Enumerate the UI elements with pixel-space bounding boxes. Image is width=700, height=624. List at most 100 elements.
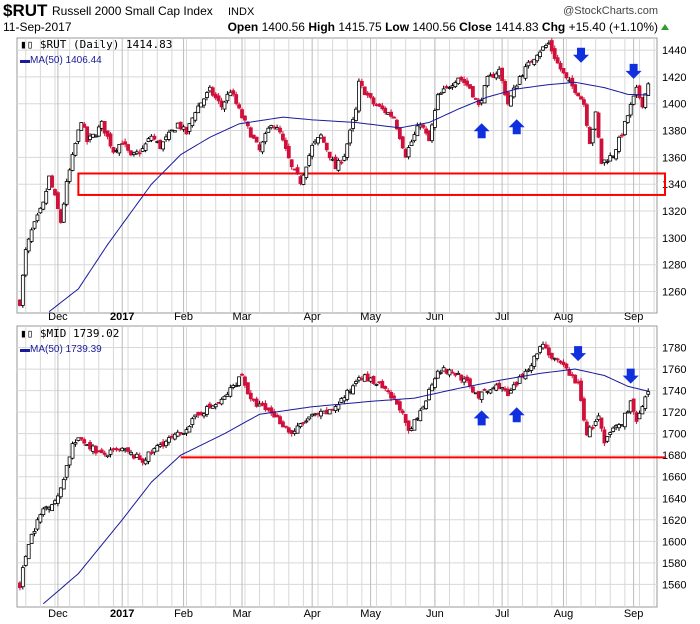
candle-up: [143, 459, 148, 465]
candle-down: [263, 403, 268, 410]
candle-up: [202, 98, 206, 106]
x-tick-label: Sep: [624, 608, 644, 620]
candle-up: [190, 418, 195, 425]
y-tick-label: 1440: [662, 45, 686, 57]
candle-down: [620, 134, 624, 137]
candle-up: [64, 181, 69, 205]
arrow-down-icon: [625, 63, 642, 79]
candle-up: [301, 174, 306, 185]
candle-up: [172, 130, 177, 133]
candle-up: [70, 443, 75, 459]
candle-up: [646, 83, 651, 96]
y-tick-label: 1560: [662, 579, 686, 591]
candle-up: [614, 149, 618, 160]
y-tick-label: 1340: [662, 179, 686, 191]
candle-up: [435, 94, 440, 111]
candle-down: [459, 374, 464, 381]
x-tick-label: Dec: [48, 608, 68, 620]
up-triangle-icon: [661, 24, 669, 30]
candle-down: [450, 371, 455, 374]
candle-up: [213, 404, 218, 408]
candle-down: [278, 416, 282, 425]
candle-down: [371, 375, 376, 384]
candle-down: [582, 398, 586, 421]
candle-down: [599, 138, 604, 164]
candle-up: [479, 391, 484, 401]
candle-up: [605, 161, 610, 163]
candle-up: [538, 51, 543, 58]
candle-up: [640, 406, 645, 415]
candle-down: [137, 152, 142, 155]
close-label: Close: [459, 20, 492, 34]
x-tick-label: Jun: [426, 608, 444, 620]
candle-up: [438, 372, 443, 374]
candle-down: [406, 420, 411, 431]
candle-down: [596, 112, 601, 138]
candle-up: [316, 137, 320, 144]
candle-up: [222, 395, 227, 400]
candle-up: [406, 147, 411, 158]
candle-up: [508, 95, 513, 107]
x-tick-label: Jul: [495, 608, 509, 620]
y-tick-label: 1660: [662, 472, 686, 484]
arrow-up-icon: [508, 119, 525, 135]
candle-up: [73, 442, 78, 445]
rut-ma-legend: ▬MA(50) 1406.44: [20, 55, 102, 66]
candle-down: [400, 410, 405, 414]
candle-down: [362, 86, 367, 96]
candle-up: [523, 66, 528, 79]
candle-up: [67, 169, 72, 182]
y-tick-label: 1620: [662, 515, 686, 527]
candle-down: [50, 175, 54, 188]
x-tick-label: Apr: [304, 608, 321, 620]
candle-down: [123, 141, 128, 145]
candle-down: [94, 445, 98, 454]
candle-down: [564, 363, 569, 369]
candle-down: [637, 85, 642, 99]
mid-ma-legend: ▬MA(50) 1739.39: [20, 344, 102, 355]
candle-up: [222, 101, 227, 110]
candle-down: [380, 380, 385, 389]
x-tick-label: May: [360, 608, 381, 620]
open-label: Open: [228, 20, 259, 34]
candle-up: [456, 77, 461, 85]
candle-up: [64, 465, 69, 478]
y-tick-label: 1400: [662, 99, 686, 111]
candle-up: [544, 45, 548, 48]
candle-up: [345, 389, 350, 400]
candle-down: [549, 352, 554, 359]
candle-down: [254, 398, 259, 407]
candle-up: [351, 385, 355, 395]
candle-up: [35, 214, 40, 222]
candle-up: [345, 143, 350, 158]
y-tick-label: 1420: [662, 72, 686, 84]
candle-down: [468, 378, 472, 387]
candle-down: [500, 67, 505, 81]
candle-up: [32, 531, 37, 534]
candle-up: [70, 154, 75, 171]
candle-down: [178, 121, 183, 130]
candle-up: [535, 54, 540, 62]
candle-down: [339, 161, 344, 164]
candle-up: [193, 112, 198, 121]
y-tick-label: 1740: [662, 386, 686, 398]
y-tick-label: 1720: [662, 407, 686, 419]
candle-down: [368, 93, 373, 98]
candle-down: [111, 147, 116, 153]
mid-panel: 1560 1580 1600 1620 1640 1660 1680 1700 1720 1740…: [16, 325, 686, 608]
support-band: [77, 172, 666, 196]
candle-down: [573, 374, 578, 384]
rut-ma-label: MA(50) 1406.44: [30, 55, 102, 66]
ma50-line: [42, 368, 649, 605]
candle-down: [397, 401, 402, 411]
candle-up: [351, 118, 355, 129]
candle-down: [558, 62, 563, 70]
candle-up: [435, 370, 440, 379]
candle-up: [587, 426, 592, 438]
candle-up: [298, 423, 303, 427]
candle-down: [126, 447, 130, 452]
candle-down: [392, 395, 396, 399]
y-tick-label: 1300: [662, 233, 686, 245]
candle-up: [44, 506, 49, 509]
